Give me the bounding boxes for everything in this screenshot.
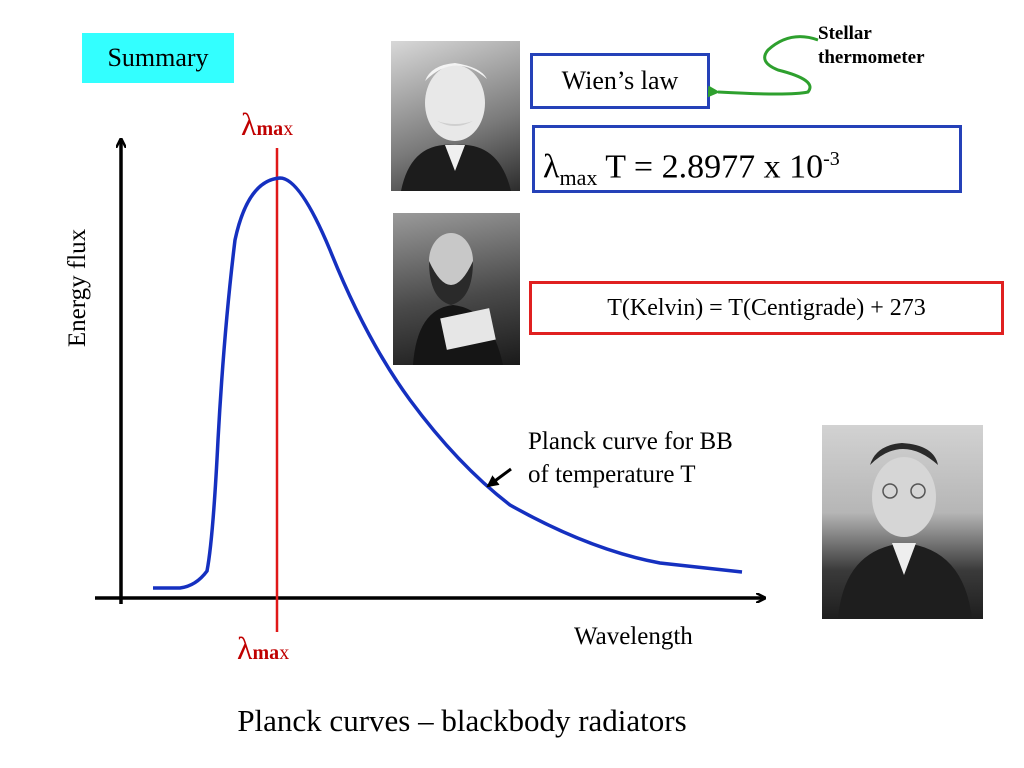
planck-note-line-2: of temperature T — [528, 461, 696, 488]
lambda-sub-normal: x — [283, 118, 294, 140]
summary-badge: Summary — [82, 33, 234, 83]
planck-curve — [153, 176, 743, 590]
planck-note-arrow — [486, 467, 512, 488]
lambda-max-top-label: λmax — [241, 106, 293, 143]
stellar-thermometer-label: Stellar thermometer — [818, 22, 925, 70]
stellar-line-1: Stellar — [818, 23, 872, 44]
lambda-sub-normal: x — [279, 642, 290, 664]
planck-portrait — [822, 425, 983, 619]
formula-exponent: -3 — [823, 148, 840, 170]
portrait-drawing — [413, 233, 503, 365]
lambda-sub-bold: ma — [256, 118, 284, 140]
stellar-line-2: thermometer — [818, 47, 925, 68]
wien-formula-box: λmax T = 2.8977 x 10-3 — [532, 125, 962, 193]
lambda-symbol: λ — [241, 106, 257, 142]
wien-law-box: Wien’s law — [530, 53, 710, 109]
stellar-arrow — [707, 35, 819, 98]
portrait-drawing — [401, 63, 511, 191]
formula-lambda: λ — [543, 148, 560, 186]
wien-portrait — [391, 41, 520, 191]
kelvin-conversion-box: T(Kelvin) = T(Centigrade) + 273 — [529, 281, 1004, 335]
portrait-drawing — [838, 443, 972, 619]
lambda-sub-bold: ma — [252, 642, 280, 664]
x-axis-label: Wavelength — [574, 623, 693, 650]
planck-note-line-1: Planck curve for BB — [528, 428, 733, 455]
planck-curve-note: Planck curve for BB of temperature T — [528, 425, 733, 491]
formula-body: T = 2.8977 x 10 — [597, 148, 824, 186]
slide-caption: Planck curves – blackbody radiators — [237, 703, 687, 738]
kelvin-portrait — [393, 213, 520, 365]
lambda-symbol: λ — [237, 630, 253, 666]
lambda-max-bottom-label: λmax — [237, 630, 289, 667]
formula-subscript: max — [559, 165, 598, 191]
